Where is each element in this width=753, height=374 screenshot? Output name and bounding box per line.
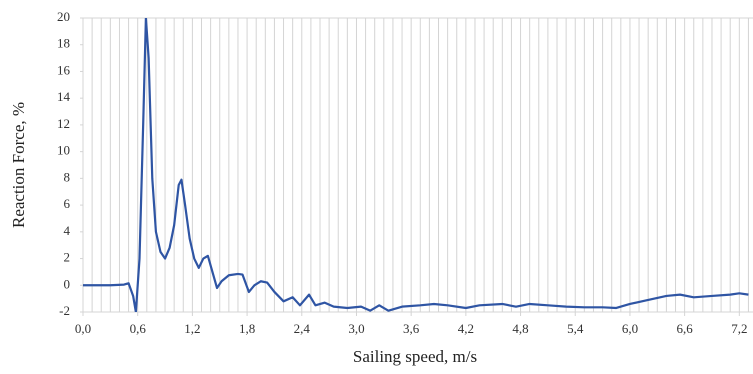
y-tick-label: -2 [59, 303, 70, 318]
x-tick-label: 7,2 [731, 321, 747, 336]
x-tick-label: 3,6 [403, 321, 420, 336]
x-tick-label: 2,4 [294, 321, 311, 336]
x-tick-label: 5,4 [567, 321, 584, 336]
y-tick-label: 10 [57, 143, 70, 158]
data-line [83, 18, 749, 312]
x-tick-label: 4,2 [458, 321, 474, 336]
y-tick-label: 12 [57, 116, 70, 131]
y-axis-title: Reaction Force, % [9, 102, 28, 228]
y-tick-label: 4 [64, 223, 71, 238]
x-tick-label: 6,0 [622, 321, 638, 336]
y-tick-label: 8 [64, 169, 71, 184]
x-tick-label: 3,0 [348, 321, 364, 336]
x-tick-label: 1,8 [239, 321, 255, 336]
y-tick-label: 14 [57, 89, 71, 104]
y-tick-label: 18 [57, 36, 70, 51]
x-tick-label: 1,2 [184, 321, 200, 336]
x-tick-label: 0,0 [75, 321, 91, 336]
x-tick-label: 6,6 [677, 321, 694, 336]
x-tick-label: 0,6 [130, 321, 147, 336]
y-tick-label: 0 [64, 276, 71, 291]
y-tick-label: 2 [64, 250, 71, 265]
x-tick-label: 4,8 [512, 321, 528, 336]
y-tick-label: 20 [57, 9, 70, 24]
x-axis-title: Sailing speed, m/s [353, 347, 477, 366]
y-tick-label: 16 [57, 62, 71, 77]
y-tick-label: 6 [64, 196, 71, 211]
